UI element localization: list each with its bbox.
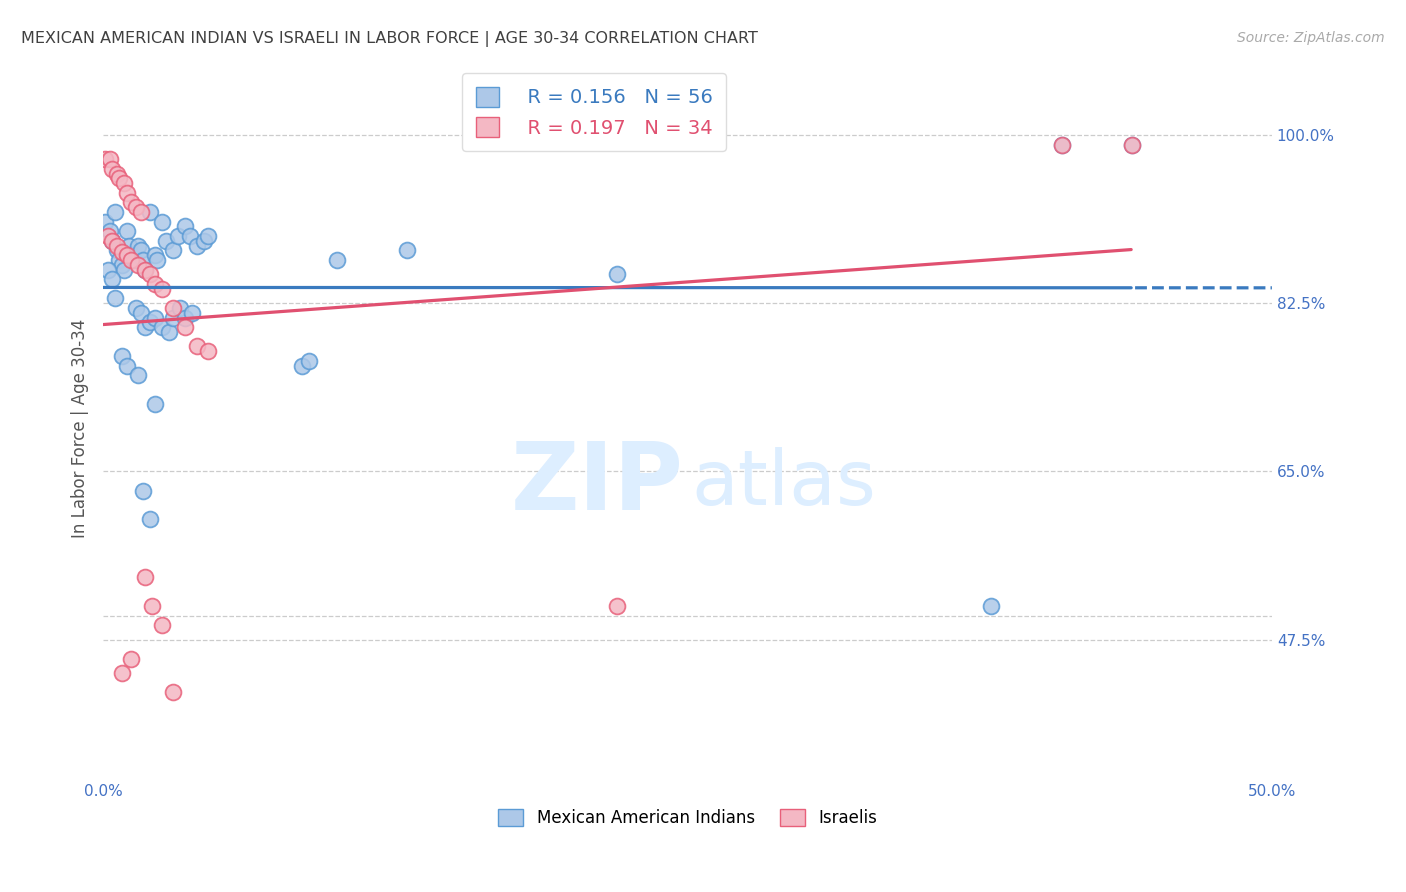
Point xyxy=(129,205,152,219)
Point xyxy=(104,205,127,219)
Point xyxy=(150,214,173,228)
Text: ZIP: ZIP xyxy=(512,438,683,531)
Point xyxy=(132,483,155,498)
Text: MEXICAN AMERICAN INDIAN VS ISRAELI IN LABOR FORCE | AGE 30-34 CORRELATION CHART: MEXICAN AMERICAN INDIAN VS ISRAELI IN LA… xyxy=(21,31,758,47)
Point xyxy=(111,349,134,363)
Point xyxy=(115,186,138,200)
Point xyxy=(134,262,156,277)
Point xyxy=(118,238,141,252)
Point xyxy=(155,234,177,248)
Point xyxy=(127,368,149,383)
Point xyxy=(129,244,152,258)
Point xyxy=(1121,137,1143,152)
Point xyxy=(181,306,204,320)
Point xyxy=(105,238,128,252)
Point xyxy=(139,205,162,219)
Point xyxy=(174,320,197,334)
Point xyxy=(162,685,184,699)
Point xyxy=(146,252,169,267)
Point xyxy=(111,258,134,272)
Point xyxy=(134,262,156,277)
Point xyxy=(162,244,184,258)
Point xyxy=(174,310,197,325)
Point xyxy=(167,229,190,244)
Point xyxy=(134,320,156,334)
Point xyxy=(115,224,138,238)
Text: atlas: atlas xyxy=(690,447,876,521)
Point xyxy=(120,652,142,666)
Point xyxy=(606,268,628,282)
Point xyxy=(174,219,197,234)
Point xyxy=(112,262,135,277)
Point xyxy=(291,359,314,373)
Point xyxy=(120,195,142,210)
Point xyxy=(97,262,120,277)
Point xyxy=(94,214,117,228)
Point xyxy=(115,248,138,262)
Point xyxy=(169,301,191,315)
Point xyxy=(125,301,148,315)
Point xyxy=(1121,137,1143,152)
Point xyxy=(395,244,418,258)
Point xyxy=(98,224,121,238)
Point xyxy=(143,277,166,291)
Point xyxy=(108,171,131,186)
Text: Source: ZipAtlas.com: Source: ZipAtlas.com xyxy=(1237,31,1385,45)
Point xyxy=(127,238,149,252)
Point xyxy=(112,176,135,190)
Point xyxy=(162,310,184,325)
Point xyxy=(129,306,152,320)
Point xyxy=(132,252,155,267)
Point xyxy=(101,234,124,248)
Point xyxy=(139,512,162,526)
Point xyxy=(326,252,349,267)
Point xyxy=(1050,137,1073,152)
Point xyxy=(1050,137,1073,152)
Point xyxy=(122,252,145,267)
Point xyxy=(127,258,149,272)
Point xyxy=(298,354,321,368)
Point xyxy=(105,244,128,258)
Point xyxy=(105,167,128,181)
Point xyxy=(150,282,173,296)
Point xyxy=(143,397,166,411)
Point xyxy=(97,229,120,244)
Point xyxy=(197,344,219,359)
Point xyxy=(606,599,628,613)
Point xyxy=(134,570,156,584)
Point xyxy=(157,325,180,339)
Y-axis label: In Labor Force | Age 30-34: In Labor Force | Age 30-34 xyxy=(72,318,89,538)
Point xyxy=(111,245,134,260)
Point xyxy=(980,599,1002,613)
Point xyxy=(139,268,162,282)
Legend: Mexican American Indians, Israelis: Mexican American Indians, Israelis xyxy=(492,802,883,834)
Point xyxy=(186,339,208,353)
Point xyxy=(108,252,131,267)
Point xyxy=(120,252,142,267)
Point xyxy=(111,666,134,681)
Point xyxy=(141,599,163,613)
Point xyxy=(94,152,117,166)
Point xyxy=(101,161,124,176)
Point xyxy=(150,320,173,334)
Point xyxy=(101,272,124,286)
Point xyxy=(179,229,201,244)
Point xyxy=(143,310,166,325)
Point xyxy=(120,248,142,262)
Point xyxy=(197,229,219,244)
Point xyxy=(98,152,121,166)
Point xyxy=(115,359,138,373)
Point xyxy=(104,292,127,306)
Point xyxy=(162,301,184,315)
Point xyxy=(193,234,215,248)
Point xyxy=(150,618,173,632)
Point xyxy=(101,234,124,248)
Point xyxy=(186,238,208,252)
Point xyxy=(139,316,162,330)
Point xyxy=(125,200,148,214)
Point xyxy=(143,248,166,262)
